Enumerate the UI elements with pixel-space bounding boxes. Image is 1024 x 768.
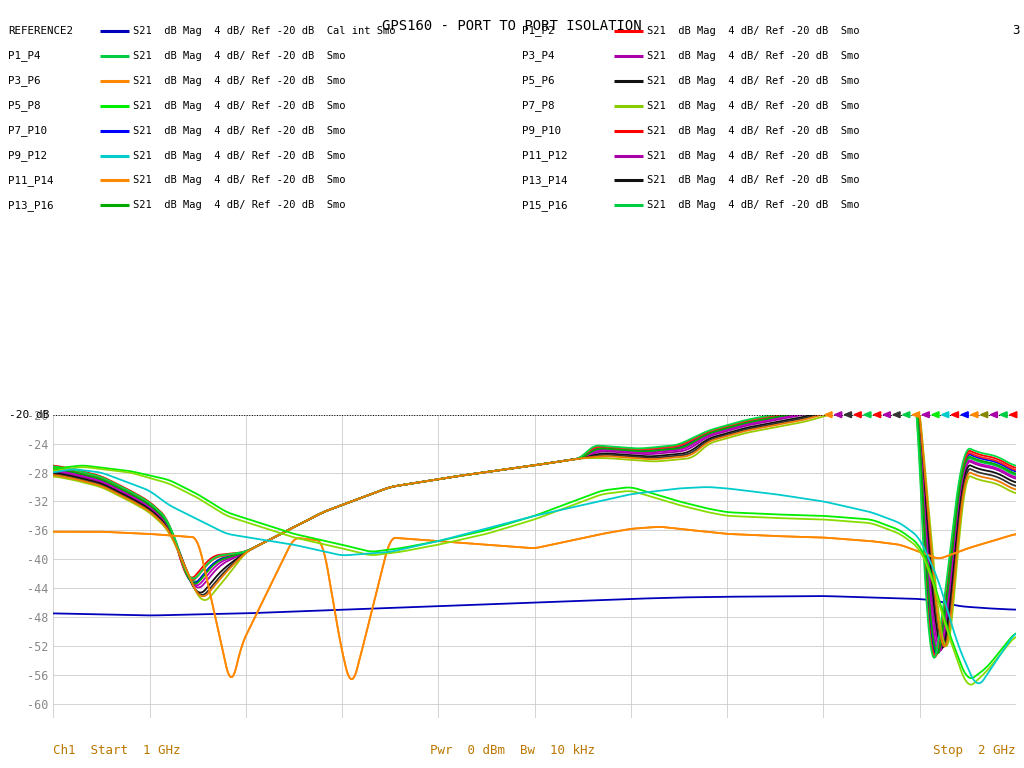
Text: S21  dB Mag  4 dB/ Ref -20 dB  Smo: S21 dB Mag 4 dB/ Ref -20 dB Smo <box>647 125 860 136</box>
Text: Pwr  0 dBm  Bw  10 kHz: Pwr 0 dBm Bw 10 kHz <box>429 744 595 757</box>
Text: P15_P16: P15_P16 <box>522 200 567 211</box>
Text: P1_P2: P1_P2 <box>522 25 555 36</box>
Text: P13_P16: P13_P16 <box>8 200 53 211</box>
Text: P9_P12: P9_P12 <box>8 150 47 161</box>
Text: S21  dB Mag  4 dB/ Ref -20 dB  Smo: S21 dB Mag 4 dB/ Ref -20 dB Smo <box>133 101 346 111</box>
Text: P13_P14: P13_P14 <box>522 175 567 186</box>
Text: S21  dB Mag  4 dB/ Ref -20 dB  Smo: S21 dB Mag 4 dB/ Ref -20 dB Smo <box>133 151 346 161</box>
Text: P7_P10: P7_P10 <box>8 125 47 136</box>
Text: GPS160 - PORT TO PORT ISOLATION: GPS160 - PORT TO PORT ISOLATION <box>382 19 642 33</box>
Text: REFERENCE2: REFERENCE2 <box>8 25 73 36</box>
Text: Stop  2 GHz: Stop 2 GHz <box>933 744 1016 757</box>
Text: S21  dB Mag  4 dB/ Ref -20 dB  Smo: S21 dB Mag 4 dB/ Ref -20 dB Smo <box>647 75 860 86</box>
Text: P5_P8: P5_P8 <box>8 100 41 111</box>
Text: S21  dB Mag  4 dB/ Ref -20 dB  Smo: S21 dB Mag 4 dB/ Ref -20 dB Smo <box>133 200 346 210</box>
Text: P7_P8: P7_P8 <box>522 100 555 111</box>
Text: P5_P6: P5_P6 <box>522 75 555 86</box>
Text: P11_P12: P11_P12 <box>522 150 567 161</box>
Text: S21  dB Mag  4 dB/ Ref -20 dB  Smo: S21 dB Mag 4 dB/ Ref -20 dB Smo <box>133 51 346 61</box>
Text: P1_P4: P1_P4 <box>8 50 41 61</box>
Text: S21  dB Mag  4 dB/ Ref -20 dB  Cal int Smo: S21 dB Mag 4 dB/ Ref -20 dB Cal int Smo <box>133 25 395 36</box>
Text: -20 dB: -20 dB <box>9 409 49 420</box>
Text: 3: 3 <box>1012 25 1019 37</box>
Text: S21  dB Mag  4 dB/ Ref -20 dB  Smo: S21 dB Mag 4 dB/ Ref -20 dB Smo <box>647 151 860 161</box>
Text: P3_P4: P3_P4 <box>522 50 555 61</box>
Text: S21  dB Mag  4 dB/ Ref -20 dB  Smo: S21 dB Mag 4 dB/ Ref -20 dB Smo <box>647 25 860 36</box>
Text: S21  dB Mag  4 dB/ Ref -20 dB  Smo: S21 dB Mag 4 dB/ Ref -20 dB Smo <box>133 75 346 86</box>
Text: S21  dB Mag  4 dB/ Ref -20 dB  Smo: S21 dB Mag 4 dB/ Ref -20 dB Smo <box>647 101 860 111</box>
Text: P11_P14: P11_P14 <box>8 175 53 186</box>
Text: S21  dB Mag  4 dB/ Ref -20 dB  Smo: S21 dB Mag 4 dB/ Ref -20 dB Smo <box>647 175 860 186</box>
Text: S21  dB Mag  4 dB/ Ref -20 dB  Smo: S21 dB Mag 4 dB/ Ref -20 dB Smo <box>133 125 346 136</box>
Text: Ch1  Start  1 GHz: Ch1 Start 1 GHz <box>53 744 181 757</box>
Text: S21  dB Mag  4 dB/ Ref -20 dB  Smo: S21 dB Mag 4 dB/ Ref -20 dB Smo <box>647 200 860 210</box>
Text: P9_P10: P9_P10 <box>522 125 561 136</box>
Text: S21  dB Mag  4 dB/ Ref -20 dB  Smo: S21 dB Mag 4 dB/ Ref -20 dB Smo <box>647 51 860 61</box>
Text: P3_P6: P3_P6 <box>8 75 41 86</box>
Text: S21  dB Mag  4 dB/ Ref -20 dB  Smo: S21 dB Mag 4 dB/ Ref -20 dB Smo <box>133 175 346 186</box>
